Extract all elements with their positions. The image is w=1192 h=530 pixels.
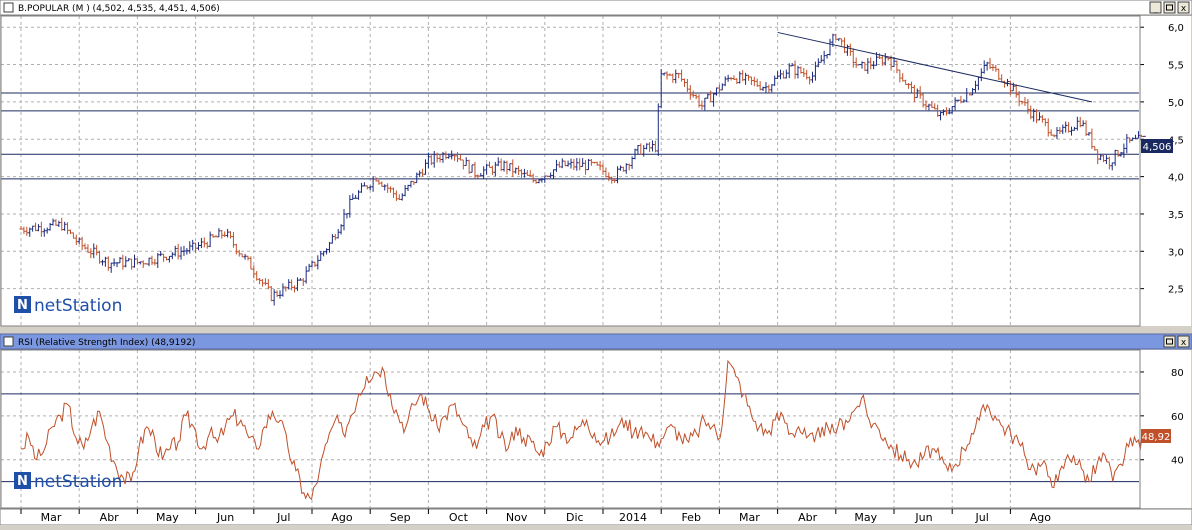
price-minimize-button[interactable] — [1149, 1, 1162, 14]
price-plot-border — [0, 15, 1141, 327]
x-tick-label: Oct — [449, 511, 469, 524]
x-tick-label: Abr — [100, 511, 120, 524]
rsi-restore-button[interactable] — [1163, 335, 1176, 348]
x-tick-label: Jun — [216, 511, 234, 524]
x-tick-label: 2014 — [619, 511, 647, 524]
x-tick-label: Nov — [506, 511, 528, 524]
price-minimize-label: _ — [1152, 4, 1158, 14]
rsi-watermark: N netStation — [14, 472, 122, 492]
price-y-tick-label: 4,0 — [1168, 173, 1184, 184]
price-y-tick-label: 3,0 — [1168, 247, 1184, 258]
netstation-logo-icon — [14, 296, 31, 313]
trendline — [777, 31, 1092, 103]
price-close-label: x — [1181, 4, 1187, 14]
price-grid — [1, 16, 1139, 326]
price-y-tick-label: 6,0 — [1168, 23, 1184, 34]
price-watermark: N netStation — [14, 296, 122, 316]
x-tick-label: Mar — [41, 511, 62, 524]
rsi-y-axis: 80 60 40 — [1140, 368, 1184, 467]
rsi-line-group — [20, 359, 1145, 501]
netstation-logo-icon — [14, 472, 31, 489]
price-menu-box-icon[interactable] — [3, 2, 14, 13]
x-tick-label: Feb — [681, 511, 700, 524]
price-ohlc-bars — [19, 33, 1146, 306]
rsi-level-lines — [1, 393, 1139, 483]
rsi-line — [20, 359, 1145, 501]
price-restore-button[interactable] — [1163, 1, 1176, 14]
restore-icon — [1166, 4, 1173, 11]
price-close-button[interactable] — [1177, 1, 1190, 14]
watermark-text: netStation — [34, 296, 122, 316]
price-trendline — [777, 31, 1092, 103]
x-tick-label: Jul — [276, 511, 290, 524]
price-y-tick-label: 3,5 — [1168, 210, 1184, 221]
x-axis: Mar Abr May Jun Jul Ago Sep Oct Nov Dic 2014 Feb Mar… — [0, 508, 1192, 526]
price-y-tick-label: 4,5 — [1168, 135, 1184, 146]
price-y-tick-label: 5,0 — [1168, 98, 1184, 109]
rsi-y-tick-label: 40 — [1171, 456, 1184, 467]
rsi-y-tick-label: 80 — [1171, 368, 1184, 379]
rsi-close-button[interactable] — [1177, 335, 1190, 348]
restore-icon — [1166, 338, 1173, 345]
rsi-last-value: 48,92 — [1142, 432, 1171, 443]
watermark-prefix: N — [17, 298, 28, 313]
watermark-prefix: N — [17, 474, 28, 489]
price-last-value-badge — [1141, 139, 1173, 153]
rsi-y-tick-label: 60 — [1171, 412, 1184, 423]
price-plot-area[interactable] — [1, 16, 1140, 326]
rsi-close-label: x — [1181, 338, 1187, 348]
price-axis-area — [1140, 16, 1191, 326]
watermark-text: netStation — [34, 472, 122, 492]
x-tick-label: Jun — [914, 511, 932, 524]
price-last-value: 4,506 — [1143, 142, 1172, 153]
price-y-tick-label: 2,5 — [1168, 285, 1184, 296]
rsi-menu-box-icon[interactable] — [3, 336, 14, 347]
x-tick-label: Jul — [975, 511, 989, 524]
rsi-title-bar — [0, 333, 1192, 350]
x-tick-label: May — [854, 511, 877, 524]
x-axis-strip — [0, 508, 1192, 526]
x-tick-label: Dic — [566, 511, 584, 524]
price-panel-title: B.POPULAR (M ) (4,502, 4,535, 4,451, 4,5… — [18, 4, 220, 14]
rsi-grid — [1, 350, 1139, 508]
price-y-tick-label: 5,5 — [1168, 61, 1184, 72]
x-tick-label: Ago — [1030, 511, 1052, 524]
x-tick-label: Mar — [739, 511, 760, 524]
x-tick-label: Abr — [798, 511, 818, 524]
rsi-plot-area[interactable] — [1, 350, 1140, 508]
x-tick-label: Ago — [331, 511, 353, 524]
rsi-last-value-badge — [1141, 429, 1171, 443]
rsi-panel-title: RSI (Relative Strength Index) (48,9192) — [18, 338, 195, 348]
price-y-axis: 6,0 5,5 5,0 4,5 4,0 3,5 3,0 2,5 — [1140, 23, 1184, 296]
price-title-bar — [0, 0, 1192, 16]
x-tick-label: Sep — [390, 511, 411, 524]
rsi-plot-border — [0, 349, 1141, 509]
x-tick-label: May — [156, 511, 179, 524]
